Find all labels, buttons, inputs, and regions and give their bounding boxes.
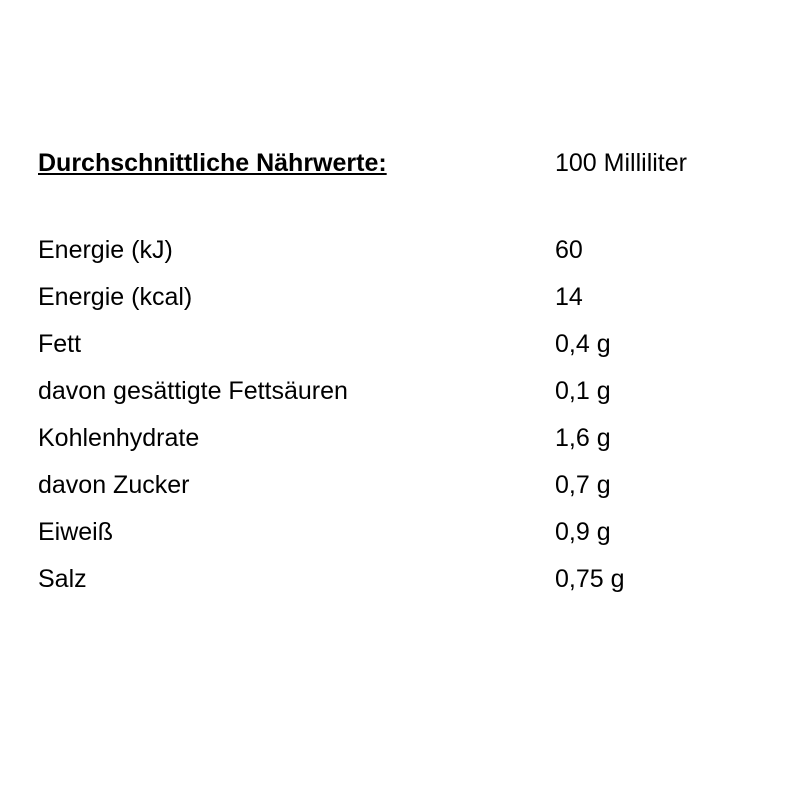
table-row: Fett 0,4 g <box>38 328 725 361</box>
row-label: Energie (kJ) <box>38 234 555 267</box>
table-header-row: Durchschnittliche Nährwerte: 100 Millili… <box>38 149 725 178</box>
table-row: Eiweiß 0,9 g <box>38 516 725 549</box>
row-label: Eiweiß <box>38 516 555 549</box>
table-row: Energie (kcal) 14 <box>38 281 725 314</box>
header-label: Durchschnittliche Nährwerte: <box>38 149 387 178</box>
row-value: 60 <box>555 234 725 267</box>
table-row: davon gesättigte Fettsäuren 0,1 g <box>38 375 725 408</box>
row-value: 14 <box>555 281 725 314</box>
table-row: Kohlenhydrate 1,6 g <box>38 422 725 455</box>
row-value: 0,4 g <box>555 328 725 361</box>
row-label: davon gesättigte Fettsäuren <box>38 375 555 408</box>
nutrition-table: Durchschnittliche Nährwerte: 100 Millili… <box>0 0 800 596</box>
row-value: 0,1 g <box>555 375 725 408</box>
row-value: 0,7 g <box>555 469 725 502</box>
row-value: 0,75 g <box>555 563 725 596</box>
row-label: davon Zucker <box>38 469 555 502</box>
row-label: Salz <box>38 563 555 596</box>
row-label: Energie (kcal) <box>38 281 555 314</box>
row-label: Kohlenhydrate <box>38 422 555 455</box>
row-value: 0,9 g <box>555 516 725 549</box>
table-row: Salz 0,75 g <box>38 563 725 596</box>
row-value: 1,6 g <box>555 422 725 455</box>
table-row: Energie (kJ) 60 <box>38 234 725 267</box>
header-value: 100 Milliliter <box>555 149 725 178</box>
row-label: Fett <box>38 328 555 361</box>
table-row: davon Zucker 0,7 g <box>38 469 725 502</box>
